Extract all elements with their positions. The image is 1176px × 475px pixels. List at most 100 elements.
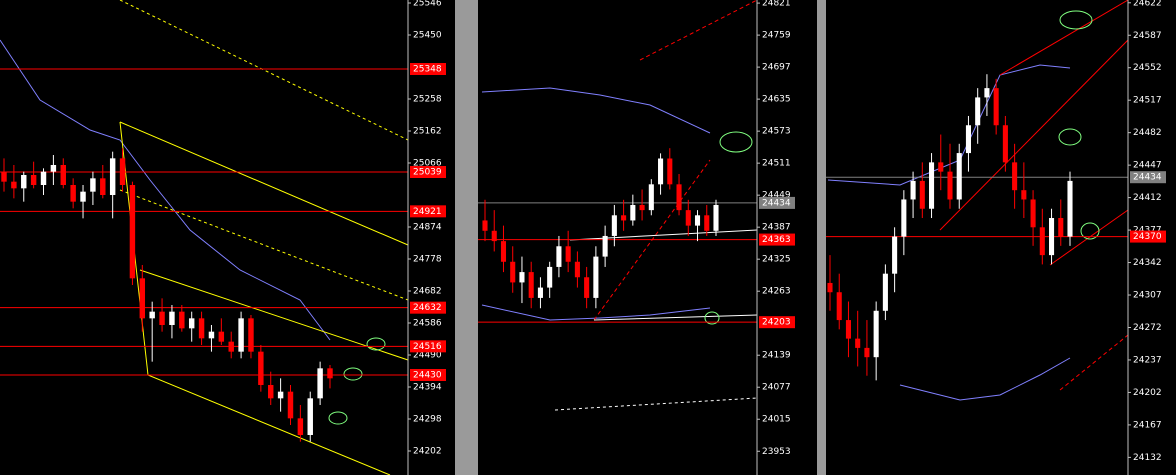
y-tick-label: 24517	[1133, 96, 1162, 106]
channel-line	[593, 314, 758, 321]
channel-line	[554, 397, 758, 411]
candle-body	[713, 204, 719, 231]
candle-body	[836, 292, 842, 321]
candle-body	[685, 210, 691, 226]
candle-body	[1067, 180, 1073, 237]
candle-body	[40, 171, 47, 185]
candle-body	[1012, 162, 1018, 191]
candle-body	[694, 215, 701, 226]
candle-body	[621, 215, 627, 221]
y-tick-label: 24202	[1133, 388, 1162, 398]
y-tick-label: 25162	[413, 127, 442, 137]
candle-body	[827, 282, 833, 293]
candle-body	[50, 165, 57, 172]
price-marker-label: 24203	[762, 318, 791, 328]
y-tick-label: 25546	[413, 0, 442, 9]
y-tick-label: 24325	[762, 255, 791, 265]
candle-body	[648, 184, 654, 211]
price-marker	[759, 233, 795, 246]
y-tick-label: 24202	[413, 447, 442, 457]
candle-body	[482, 220, 488, 231]
indicator-line	[481, 87, 711, 134]
channel-line	[639, 0, 758, 61]
y-tick-label: 24237	[1133, 355, 1162, 365]
candle-body	[80, 191, 86, 202]
candle-body	[984, 88, 990, 98]
candle-body	[491, 230, 497, 242]
price-marker	[410, 205, 446, 218]
marker-ellipse	[366, 337, 386, 351]
price-marker	[410, 369, 446, 381]
channel-line	[119, 0, 409, 141]
candle-body	[208, 331, 215, 339]
candle-body	[60, 165, 66, 185]
candle-body	[100, 178, 106, 195]
price-marker-label: 24516	[413, 342, 442, 352]
candle-body	[238, 318, 244, 352]
candle-body	[129, 185, 136, 279]
marker-ellipse	[1080, 222, 1100, 240]
price-marker-label: 24434	[762, 198, 791, 208]
y-tick-label: 24587	[1133, 31, 1162, 41]
indicator-line	[899, 357, 1071, 401]
candle-body	[574, 261, 580, 278]
candle-body	[676, 184, 682, 211]
candle-body	[1002, 125, 1008, 163]
candle-body	[975, 97, 981, 126]
candle-body	[218, 331, 225, 342]
y-tick-label: 24307	[1133, 291, 1162, 301]
y-tick-label: 24821	[762, 0, 791, 9]
price-marker	[410, 63, 446, 75]
candle-body	[109, 158, 116, 195]
y-tick-label: 24272	[1133, 323, 1162, 333]
price-marker	[1130, 230, 1166, 243]
candle-body	[537, 287, 543, 298]
y-tick-label: 24635	[762, 95, 791, 105]
price-marker-label: 24430	[413, 371, 442, 381]
candle-body	[258, 351, 264, 385]
y-tick-label: 24482	[1133, 128, 1162, 138]
price-marker-label: 25348	[413, 65, 442, 75]
candle-body	[169, 311, 175, 325]
candle-body	[248, 318, 254, 352]
channel-line	[569, 229, 758, 241]
price-marker-label: 24921	[413, 207, 442, 217]
candle-body	[929, 162, 935, 209]
y-tick-label: 24263	[762, 287, 791, 297]
candle-body	[297, 418, 304, 435]
candle-body	[30, 175, 37, 185]
y-tick-label: 24139	[762, 351, 791, 361]
candle-body	[938, 162, 944, 172]
candle-body	[639, 204, 645, 211]
candle-body	[947, 171, 953, 200]
candle-body	[228, 341, 234, 352]
candle-body	[855, 338, 861, 348]
candle-body	[845, 320, 851, 339]
candle-body	[528, 272, 534, 298]
candle-body	[1039, 227, 1045, 256]
y-tick-label: 24447	[1133, 161, 1162, 171]
y-tick-label: 24394	[413, 383, 442, 393]
candle-body	[1058, 218, 1064, 237]
candle-body	[287, 391, 294, 419]
y-tick-label: 24874	[413, 223, 442, 233]
y-tick-label: 24449	[762, 191, 791, 201]
candle-body	[1049, 218, 1055, 256]
marker-ellipse	[1058, 128, 1082, 146]
price-marker	[410, 301, 446, 314]
candle-body	[11, 181, 17, 189]
candle-body	[901, 199, 907, 237]
candle-body	[993, 88, 999, 126]
channel-line	[1059, 334, 1129, 391]
y-tick-label: 24759	[762, 31, 791, 41]
channel-line	[1049, 209, 1129, 266]
candle-body	[882, 273, 888, 311]
candle-body	[149, 311, 155, 319]
price-marker	[759, 316, 795, 329]
price-marker-label: 24363	[762, 235, 791, 245]
channel-line	[119, 121, 409, 246]
y-tick-label: 24412	[1133, 193, 1162, 203]
candle-body	[556, 246, 562, 267]
candle-body	[658, 158, 664, 185]
